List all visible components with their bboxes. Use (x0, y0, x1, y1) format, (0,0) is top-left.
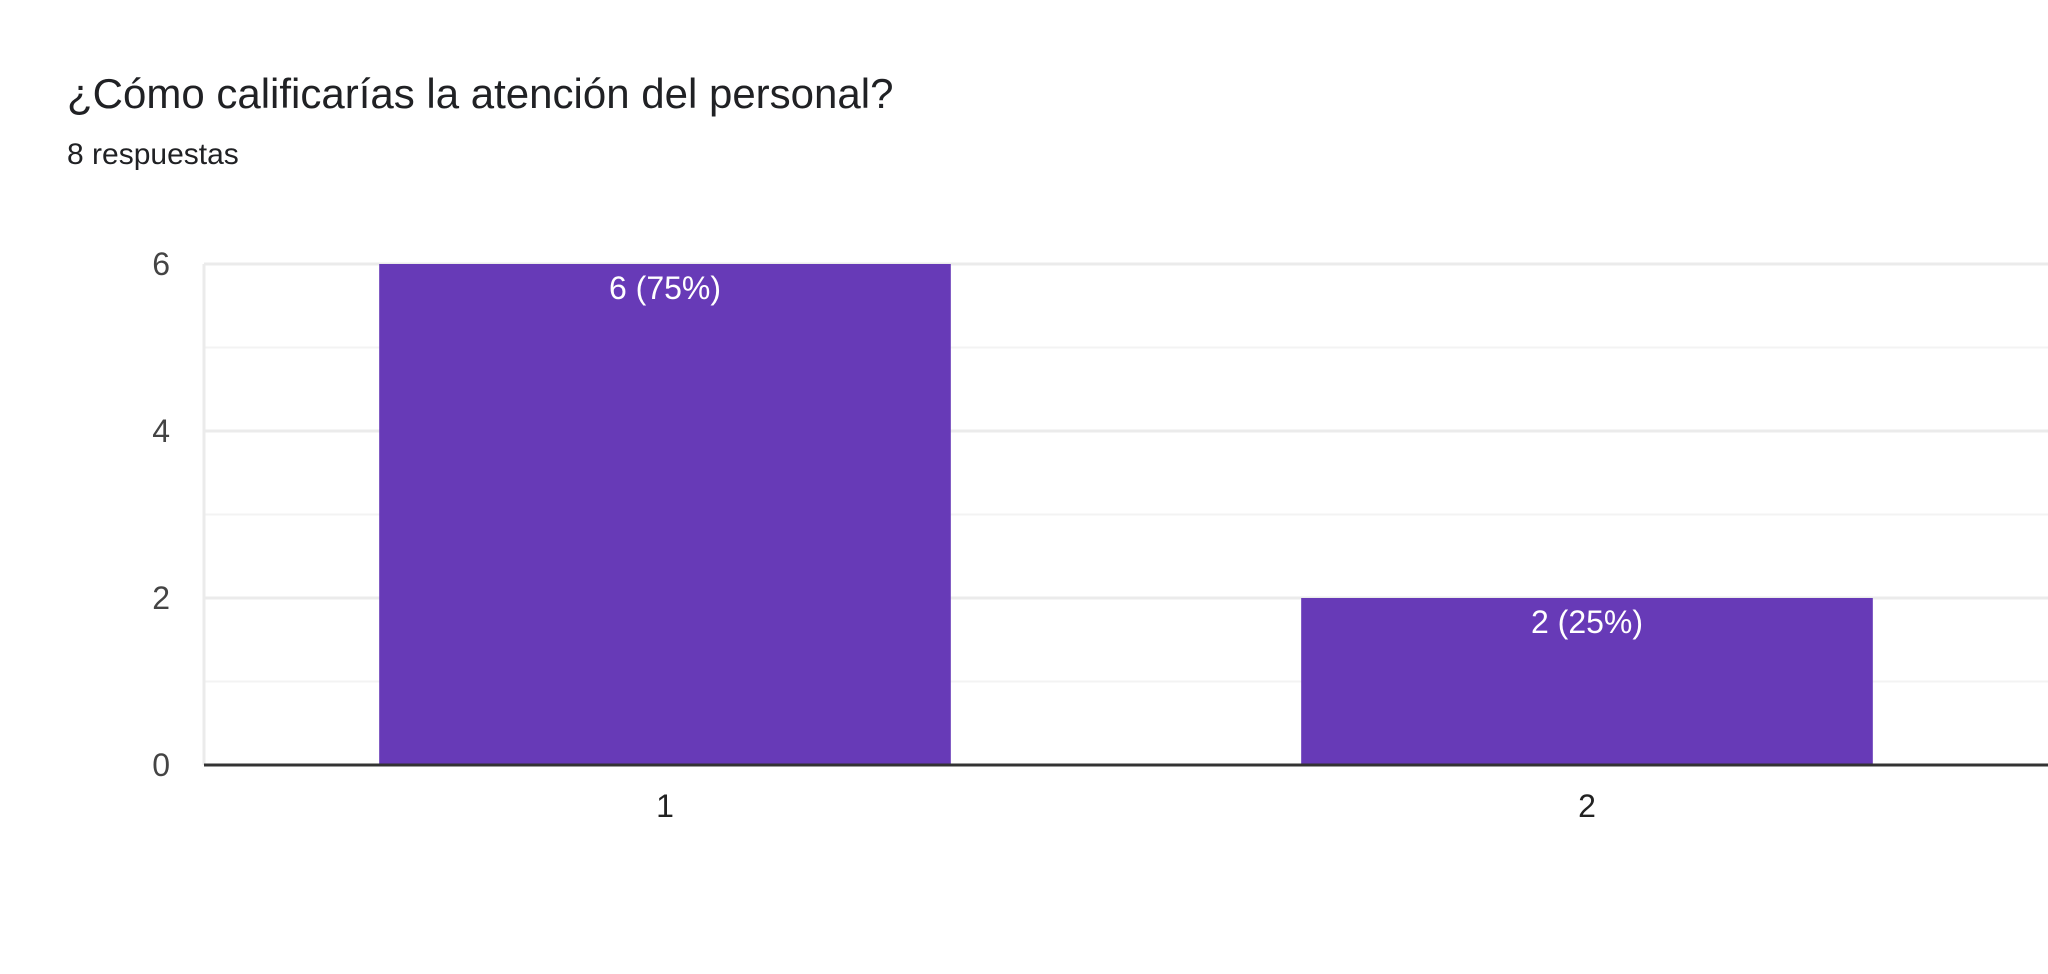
x-tick-label: 2 (1578, 788, 1596, 824)
x-tick-label: 1 (656, 788, 674, 824)
chart-title: ¿Cómo calificarías la atención del perso… (67, 70, 894, 117)
y-tick-label: 0 (152, 747, 170, 783)
y-tick-label: 2 (152, 580, 170, 616)
response-count: 8 respuestas (67, 138, 239, 171)
data-label: 6 (75%) (609, 270, 721, 306)
bar-1 (379, 264, 951, 765)
bar-2 (1301, 598, 1873, 765)
y-tick-label: 6 (152, 246, 170, 282)
y-tick-label: 4 (152, 413, 170, 449)
data-label: 2 (25%) (1531, 604, 1643, 640)
